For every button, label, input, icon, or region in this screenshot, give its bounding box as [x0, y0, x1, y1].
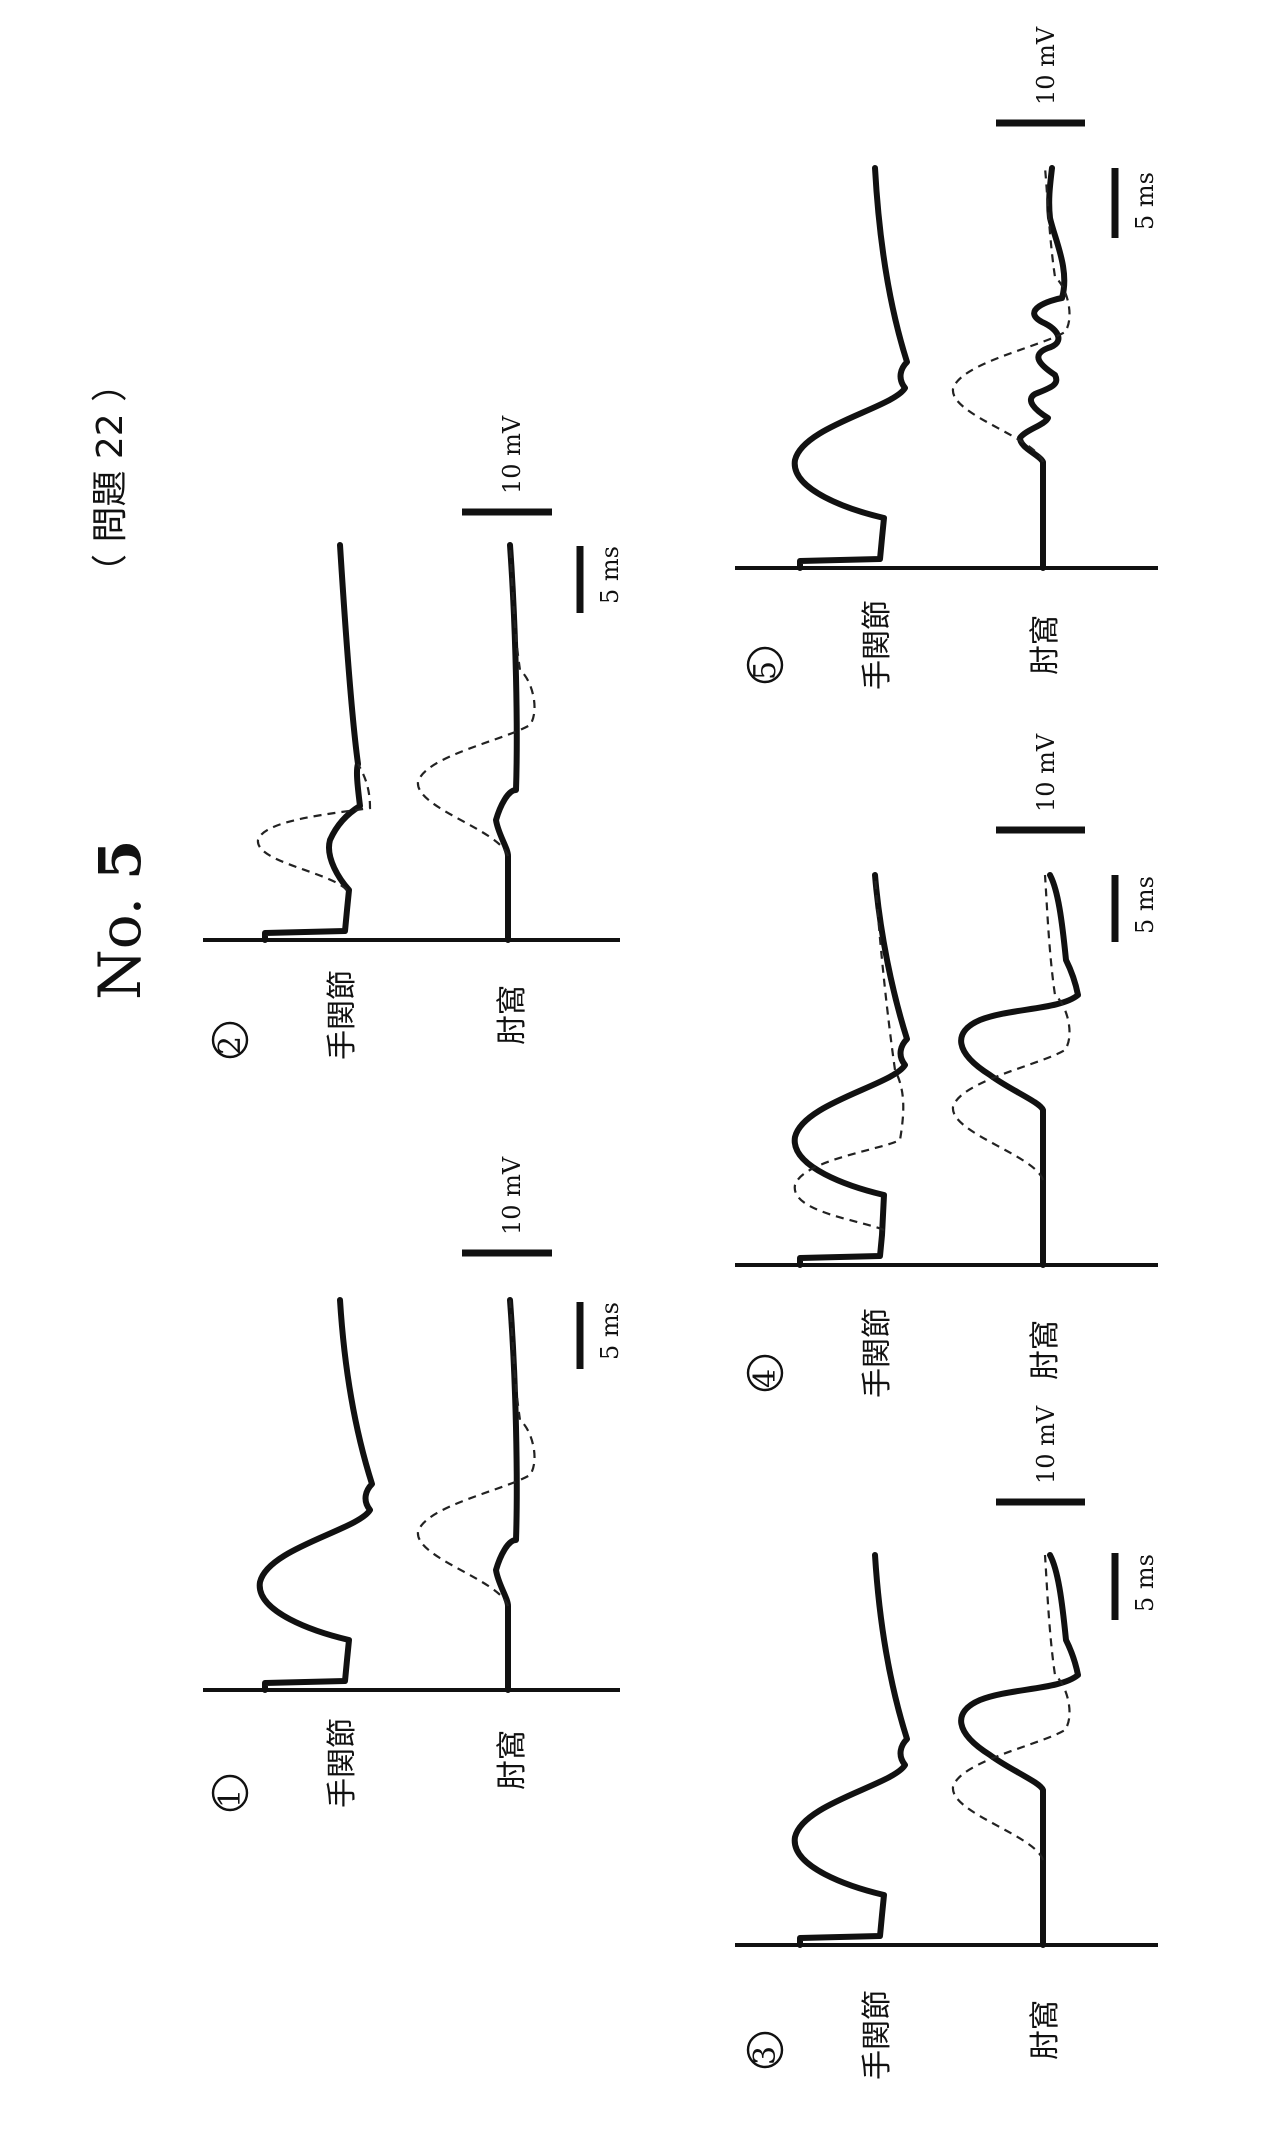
- panel-4-marker-circle: [746, 1354, 784, 1392]
- panel-3-time-scale-label: 5 ms: [1131, 1554, 1159, 1612]
- panel-4-time-scale-label: 5 ms: [1131, 876, 1159, 934]
- panel-1-amplitude-scale-label: 10 mV: [498, 1156, 526, 1235]
- panel-5-time-scale-label: 5 ms: [1131, 172, 1159, 230]
- panel-2-marker: 2: [213, 1036, 248, 1055]
- panel-1-marker: 1: [213, 1789, 248, 1808]
- panel-1-wrist-trace: [256, 1297, 375, 1693]
- panel-3-marker: 3: [748, 2046, 783, 2065]
- question-reference-text: （ 問題 22 ）: [90, 366, 131, 590]
- panel-4-elbow-trace: [958, 872, 1081, 1268]
- panel-3-marker-circle: [746, 2031, 784, 2069]
- panel-2-elbow-label: 肘窩: [495, 985, 530, 1045]
- panel-4-amplitude-scale-label: 10 mV: [1032, 733, 1060, 812]
- panel-4-wrist-label: 手関節: [860, 1308, 895, 1398]
- panel-3: 10 mV 5 ms 3 手関節 肘窩: [735, 1405, 1159, 2080]
- panel-4: 10 mV 5 ms 4 手関節 肘窩: [735, 733, 1159, 1398]
- panel-3-elbow-label: 肘窩: [1028, 2000, 1063, 2060]
- panel-4-wrist-reference-trace: [793, 874, 905, 1232]
- panel-3-elbow-trace: [958, 1552, 1081, 1948]
- panel-5-wrist-label: 手関節: [860, 600, 895, 690]
- panel-4-elbow-reference-trace: [951, 874, 1071, 1181]
- panel-2-elbow-trace: [493, 542, 520, 943]
- panel-5: 10 mV 5 ms 5 手関節 肘窩: [735, 26, 1159, 690]
- panel-5-elbow-trace: [1017, 165, 1068, 571]
- panel-1-elbow-reference-trace: [416, 1299, 536, 1607]
- panel-2-wrist-label: 手関節: [325, 970, 360, 1060]
- figure-number-label: No.: [86, 897, 154, 1000]
- panel-2: 10 mV 5 ms 2 手関節 肘窩: [203, 415, 624, 1060]
- panel-1-wrist-label: 手関節: [325, 1718, 360, 1808]
- panel-2-wrist-reference-trace: [256, 763, 372, 891]
- panel-2-elbow-reference-trace: [416, 544, 536, 857]
- panel-1-marker-circle: [211, 1774, 249, 1812]
- panel-2-time-scale-label: 5 ms: [596, 546, 624, 604]
- panel-4-marker: 4: [748, 1369, 783, 1388]
- panel-2-amplitude-scale-label: 10 mV: [498, 415, 526, 494]
- panel-1-elbow-trace: [493, 1297, 520, 1693]
- panel-4-wrist-trace: [791, 872, 910, 1268]
- panel-5-marker-circle: [746, 646, 784, 684]
- panel-5-elbow-reference-trace: [951, 167, 1071, 463]
- panel-3-wrist-trace: [791, 1552, 910, 1948]
- panel-5-elbow-label: 肘窩: [1028, 615, 1063, 675]
- question-reference: （ 問題 22 ）: [90, 366, 131, 590]
- panel-1-time-scale-label: 5 ms: [596, 1302, 624, 1360]
- panel-5-wrist-trace: [791, 165, 910, 571]
- panel-1: 10 mV 5 ms 1 手関節 肘窩: [203, 1156, 624, 1812]
- panel-5-amplitude-scale-label: 10 mV: [1032, 26, 1060, 105]
- panel-5-marker: 5: [748, 661, 783, 680]
- figure-number: No. 5: [86, 840, 154, 1000]
- panel-4-elbow-label: 肘窩: [1028, 1320, 1063, 1380]
- panel-3-wrist-label: 手関節: [860, 1990, 895, 2080]
- panel-1-elbow-label: 肘窩: [495, 1730, 530, 1790]
- panel-2-marker-circle: [211, 1021, 249, 1059]
- panel-2-wrist-trace: [262, 542, 363, 943]
- panel-3-amplitude-scale-label: 10 mV: [1032, 1405, 1060, 1484]
- figure-number-value: 5: [86, 840, 154, 880]
- panel-3-elbow-reference-trace: [951, 1554, 1071, 1861]
